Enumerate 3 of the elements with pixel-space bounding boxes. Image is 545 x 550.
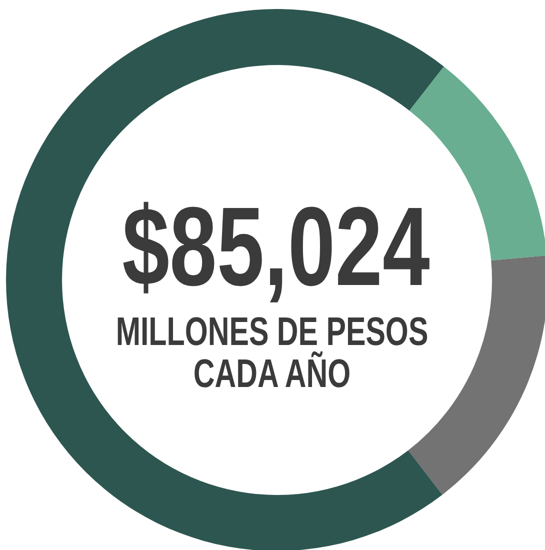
donut-slice [6, 9, 444, 550]
text: $85,024 [122, 184, 430, 310]
text: CADA AÑO [193, 350, 351, 396]
